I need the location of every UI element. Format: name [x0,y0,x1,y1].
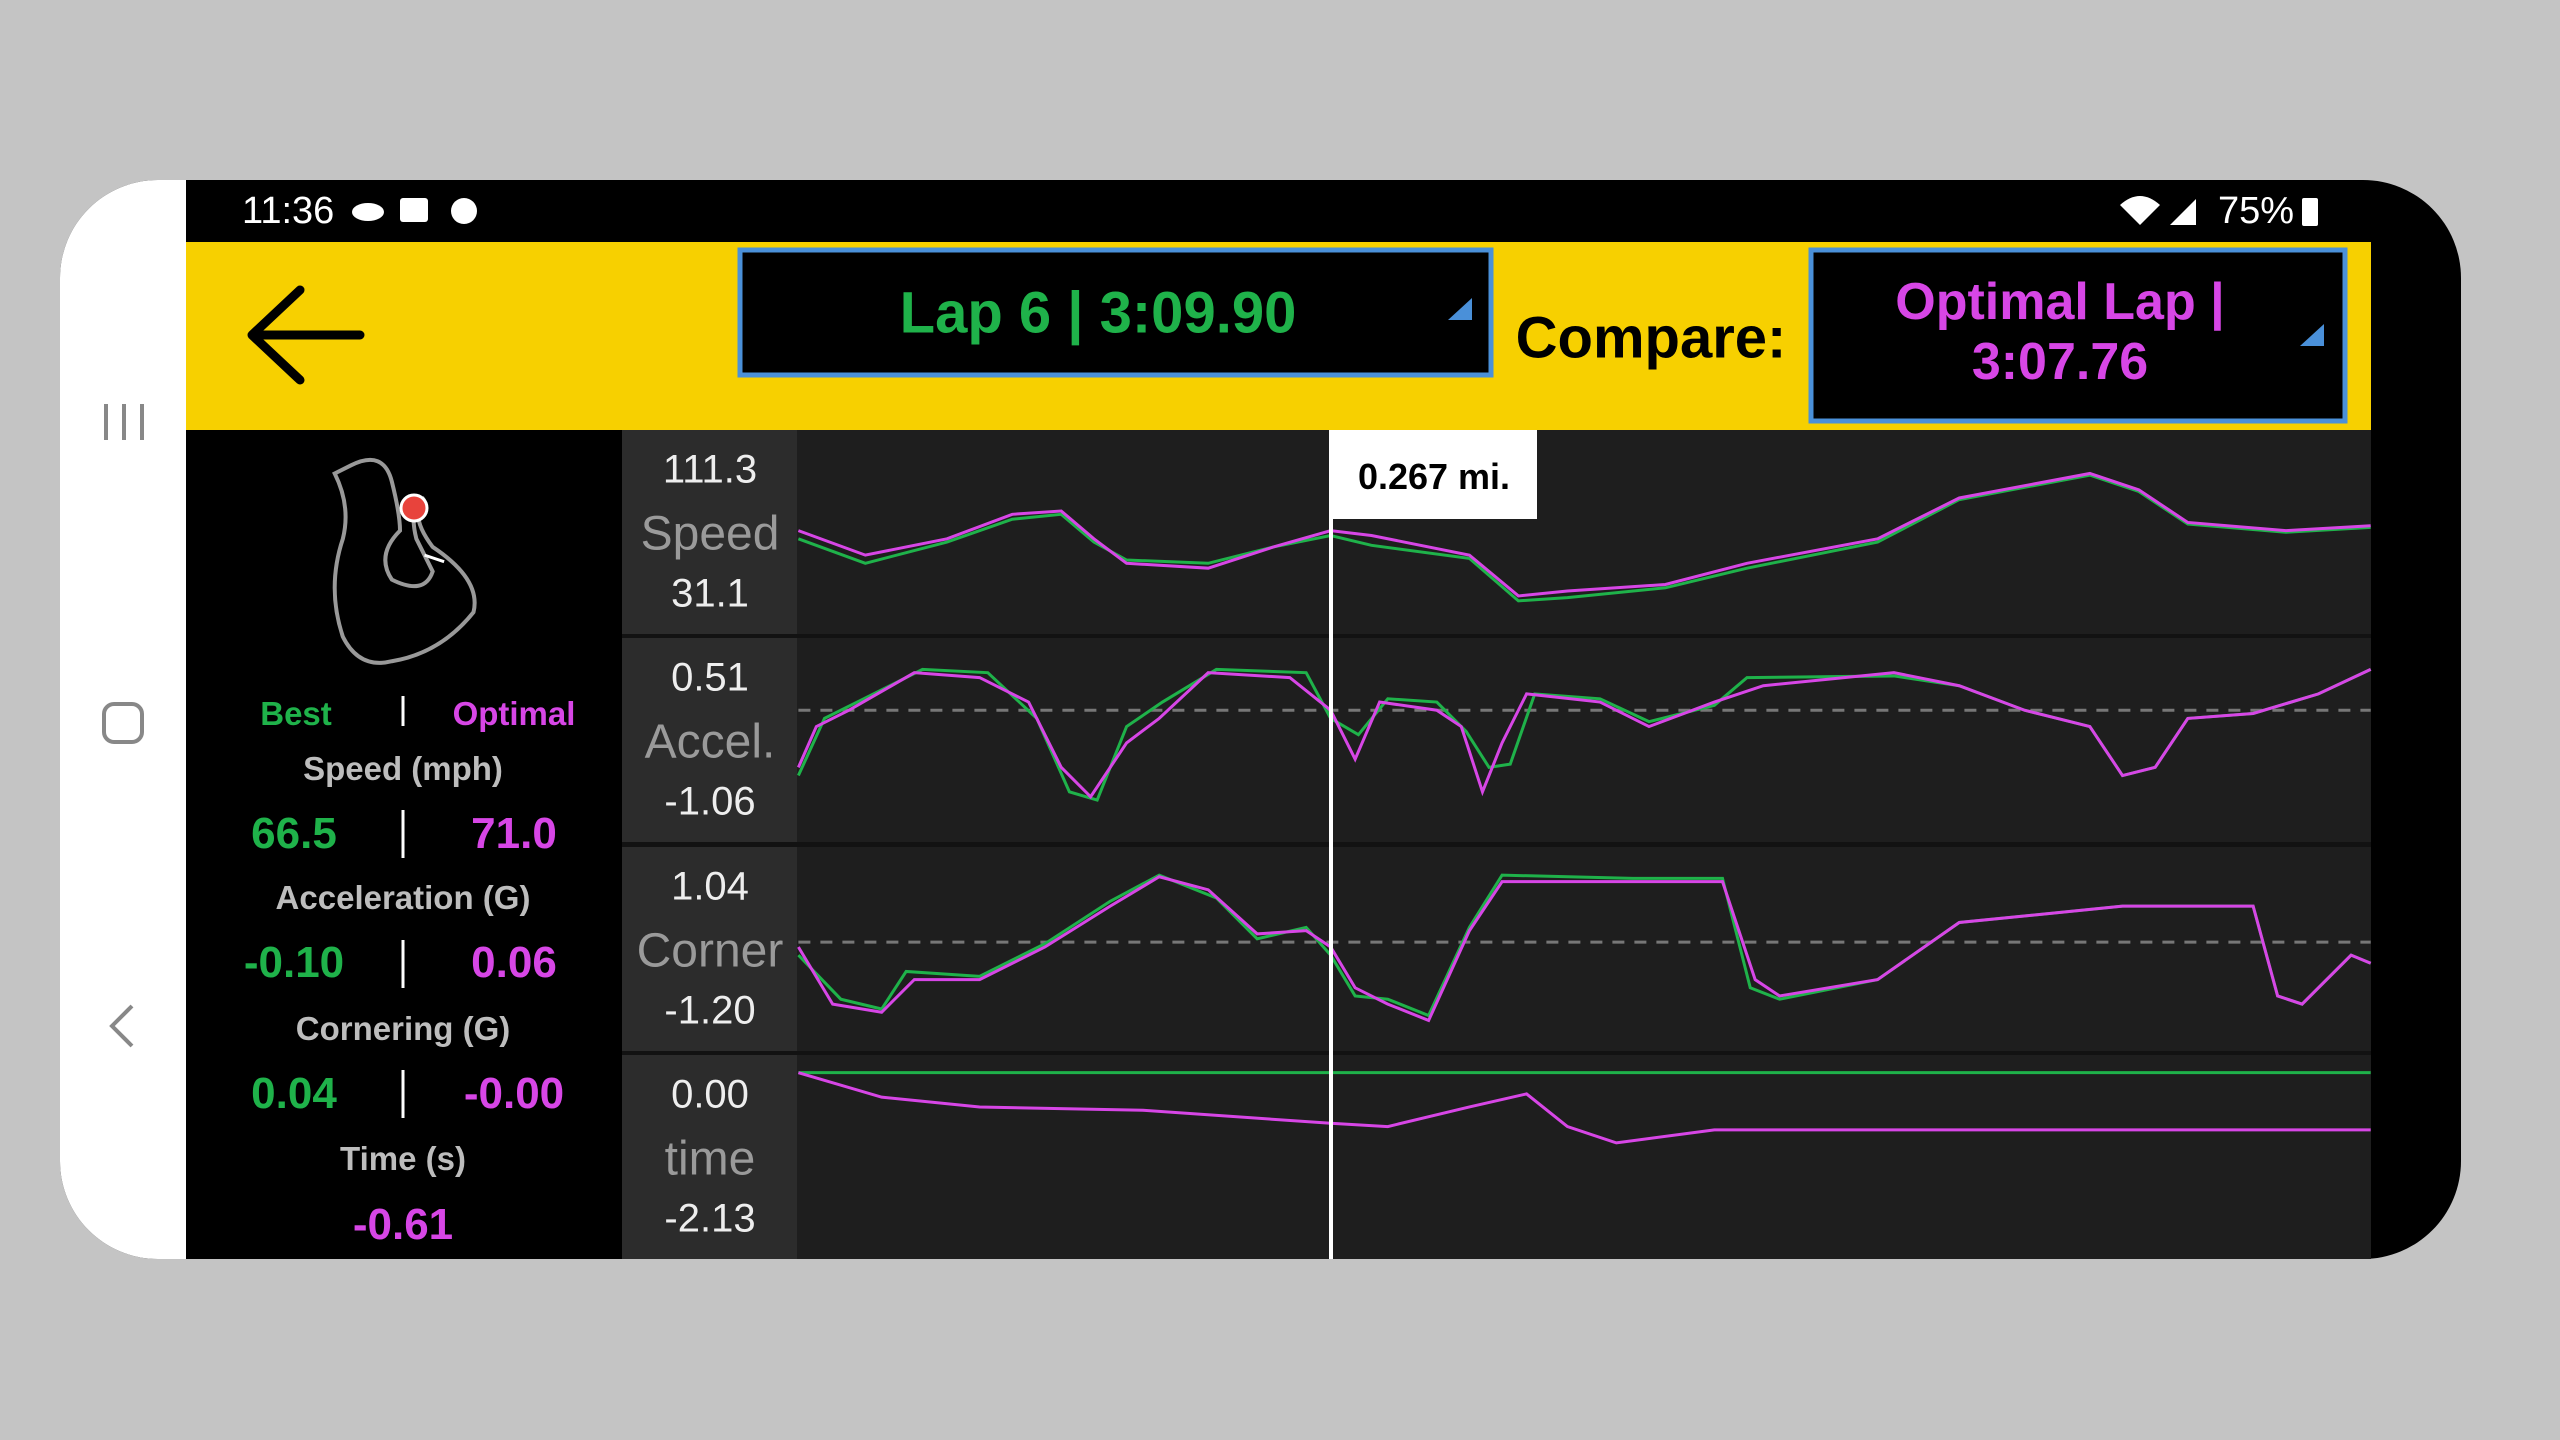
lap-selector[interactable]: Lap 6 | 3:09.90 [899,280,1297,346]
dropdown-arrow [1448,298,1472,320]
optimal-value: 0.06 [471,938,557,987]
best-value: -0.10 [243,938,345,987]
chart-min: -1.06 [664,779,756,824]
cursor-tooltip [1331,430,1537,519]
chart-name: Corner [636,924,784,978]
optimal-value: 71.0 [471,809,557,858]
track-map [335,460,475,663]
chart-min: 31.1 [671,571,749,616]
compare-selector-box[interactable] [1808,247,2348,424]
optimal-label: Optimal [452,695,576,732]
metric-label: Acceleration (G) [275,879,531,916]
back-button[interactable] [247,285,365,385]
chart-max: 1.04 [671,864,749,909]
start-line [425,555,445,562]
status-battery: 75% [2218,190,2295,232]
metric-label: Cornering (G) [295,1010,511,1047]
compare-selector[interactable]: Optimal Lap | 3:07.76 [1895,273,2225,391]
position-marker [399,493,429,523]
cursor-distance: 0.267 mi. [1357,456,1511,497]
nav-bezel [60,180,186,1259]
best-label: Best [260,695,332,732]
compare-label: Compare: [1515,305,1787,371]
metric-label: Speed (mph) [303,750,503,787]
best-trace [798,475,2370,601]
optimal-value: -0.61 [352,1200,454,1249]
status-time: 11:36 [242,190,335,232]
home-icon[interactable] [102,702,144,744]
status-icons [352,196,2318,226]
chart-name: time [664,1132,756,1186]
best-value: 0.04 [251,1069,337,1118]
optimal-value: -0.00 [463,1069,565,1118]
optimal-trace [798,1073,2370,1143]
optimal-trace [798,877,2370,1021]
traces [335,460,2371,1143]
chart-min: -1.20 [664,988,756,1033]
chart-min: -2.13 [664,1196,756,1241]
chart-name: Accel. [644,715,776,769]
lap-selector-box[interactable] [737,247,1494,378]
optimal-trace [798,473,2370,595]
chart-max: 0.51 [671,655,749,700]
best-value: 66.5 [251,809,337,858]
optimal-trace [798,669,2370,796]
metric-label: Time (s) [340,1140,466,1177]
back-nav-icon[interactable] [109,1004,134,1048]
chart-max: 111.3 [662,447,758,492]
chart-max: 0.00 [671,1072,749,1117]
recent-apps-icon[interactable] [104,404,144,440]
chart-name: Speed [640,507,780,561]
dropdown-arrow [2300,324,2324,346]
